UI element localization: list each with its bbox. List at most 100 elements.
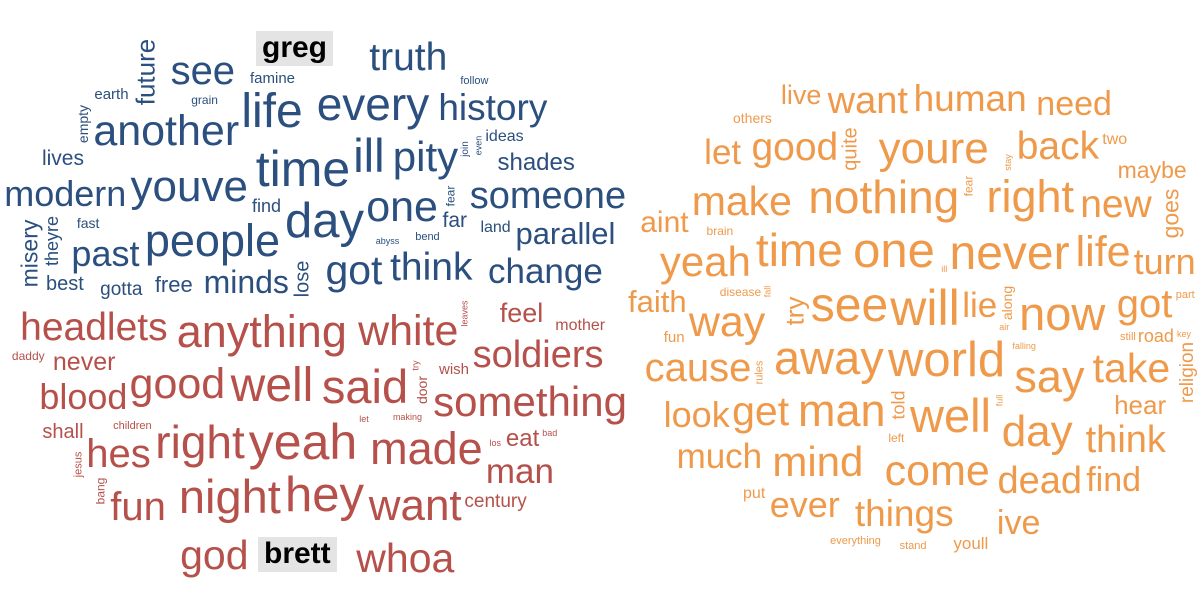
- greg-word: change: [487, 251, 603, 291]
- combined-word: think: [1085, 418, 1166, 461]
- greg-word: ideas: [485, 128, 524, 146]
- combined-word: world: [888, 333, 1006, 388]
- greg-word: best: [45, 273, 84, 296]
- combined-word: key: [1176, 328, 1191, 339]
- greg-word: gotta: [100, 279, 143, 301]
- combined-word: faith: [628, 284, 687, 320]
- greg-word: people: [144, 214, 281, 266]
- greg-word: free: [154, 272, 193, 298]
- combined-word: air: [999, 321, 1010, 332]
- greg-word: another: [93, 106, 240, 155]
- combined-word: stand: [899, 540, 927, 553]
- brett-word: said: [321, 360, 409, 413]
- combined-word: others: [733, 110, 772, 127]
- combined-word: time: [755, 224, 843, 277]
- combined-word: mind: [772, 437, 864, 485]
- greg-word: pity: [392, 133, 459, 181]
- combined-word: ill: [941, 264, 948, 275]
- greg-word: far: [442, 209, 468, 233]
- combined-word: ever: [769, 483, 840, 525]
- combined-word: quite: [840, 127, 863, 172]
- greg-word: youve: [130, 162, 248, 212]
- combined-word: want: [827, 79, 908, 122]
- combined-word: take: [1092, 344, 1171, 391]
- greg-word: shades: [497, 148, 575, 176]
- greg-word: minds: [203, 263, 289, 300]
- combined-word: dead: [997, 459, 1083, 502]
- combined-word: disease: [719, 285, 762, 300]
- greg-word: think: [390, 246, 473, 290]
- combined-word: back: [1016, 125, 1100, 169]
- brett-word: well: [230, 358, 314, 412]
- combined-word: come: [884, 446, 990, 495]
- combined-word: now: [1019, 287, 1106, 341]
- brett-word: never: [52, 348, 116, 377]
- greg-word: got: [325, 247, 383, 294]
- greg-word: parallel: [515, 216, 616, 252]
- combined-word: need: [1036, 85, 1112, 124]
- greg-word: past: [71, 232, 140, 274]
- combined-word: road: [1137, 326, 1174, 347]
- greg-word: fast: [76, 215, 100, 232]
- greg-word: ill: [353, 128, 385, 182]
- greg-word: lives: [41, 147, 84, 171]
- greg-word: one: [366, 182, 438, 231]
- combined-word: let: [704, 133, 742, 173]
- combined-word: religion: [1176, 342, 1198, 404]
- combined-word: hear: [1114, 389, 1167, 420]
- combined-word: say: [1014, 350, 1085, 402]
- combined-word: goes: [1157, 188, 1184, 239]
- combined-word: everything: [830, 534, 881, 547]
- combined-word: falling: [1012, 341, 1036, 352]
- combined-word: nothing: [808, 171, 960, 224]
- combined-word: find: [1086, 461, 1142, 500]
- combined-word: ive: [996, 504, 1041, 543]
- combined-word: rules: [753, 360, 766, 385]
- combined-word: told: [888, 390, 909, 420]
- brett-word: white: [358, 306, 459, 355]
- brett-word: whoa: [356, 535, 455, 582]
- brett-word: eat: [505, 424, 540, 452]
- combined-word: got: [1116, 281, 1173, 326]
- brett-word: hey: [285, 467, 365, 522]
- greg-word: modern: [4, 173, 127, 215]
- combined-word: much: [676, 436, 763, 476]
- combined-word: two: [1102, 130, 1128, 148]
- greg-word: someone: [469, 175, 627, 218]
- brett-word: bad: [542, 427, 558, 438]
- greg-word: see: [170, 49, 236, 94]
- combined-word: part: [1175, 289, 1195, 302]
- greg-word: land: [480, 218, 511, 236]
- combined-word: maybe: [1117, 157, 1187, 184]
- brett-word: soldiers: [472, 334, 604, 377]
- brett-word: right: [155, 416, 245, 469]
- combined-word: one: [853, 223, 935, 278]
- combined-word: get: [732, 387, 790, 434]
- brett-word: hes: [86, 432, 151, 477]
- combined-word: will: [890, 279, 960, 336]
- greg-word: find: [252, 195, 282, 216]
- greg-word: abyss: [375, 235, 400, 246]
- brett-word: yeah: [248, 414, 358, 470]
- combined-word: away: [774, 331, 884, 385]
- combined-word: youre: [878, 124, 989, 174]
- combined-word: yeah: [659, 238, 751, 286]
- combined-word: brain: [706, 223, 734, 238]
- combined-word: man: [797, 385, 886, 436]
- cloud-label-greg: greg: [256, 31, 334, 66]
- brett-word: man: [485, 451, 554, 491]
- cloud-label-brett: brett: [258, 537, 337, 572]
- brett-word: headlets: [20, 305, 168, 349]
- brett-word: good: [129, 360, 226, 409]
- greg-word: earth: [94, 85, 129, 103]
- combined-word: fun: [663, 328, 685, 346]
- brett-word: anything: [176, 306, 347, 358]
- brett-word: wish: [438, 361, 469, 379]
- brett-word: los: [489, 437, 501, 448]
- combined-word: live: [780, 80, 822, 111]
- brett-word: children: [113, 419, 152, 432]
- combined-word: make: [691, 177, 792, 224]
- brett-word: making: [392, 412, 422, 423]
